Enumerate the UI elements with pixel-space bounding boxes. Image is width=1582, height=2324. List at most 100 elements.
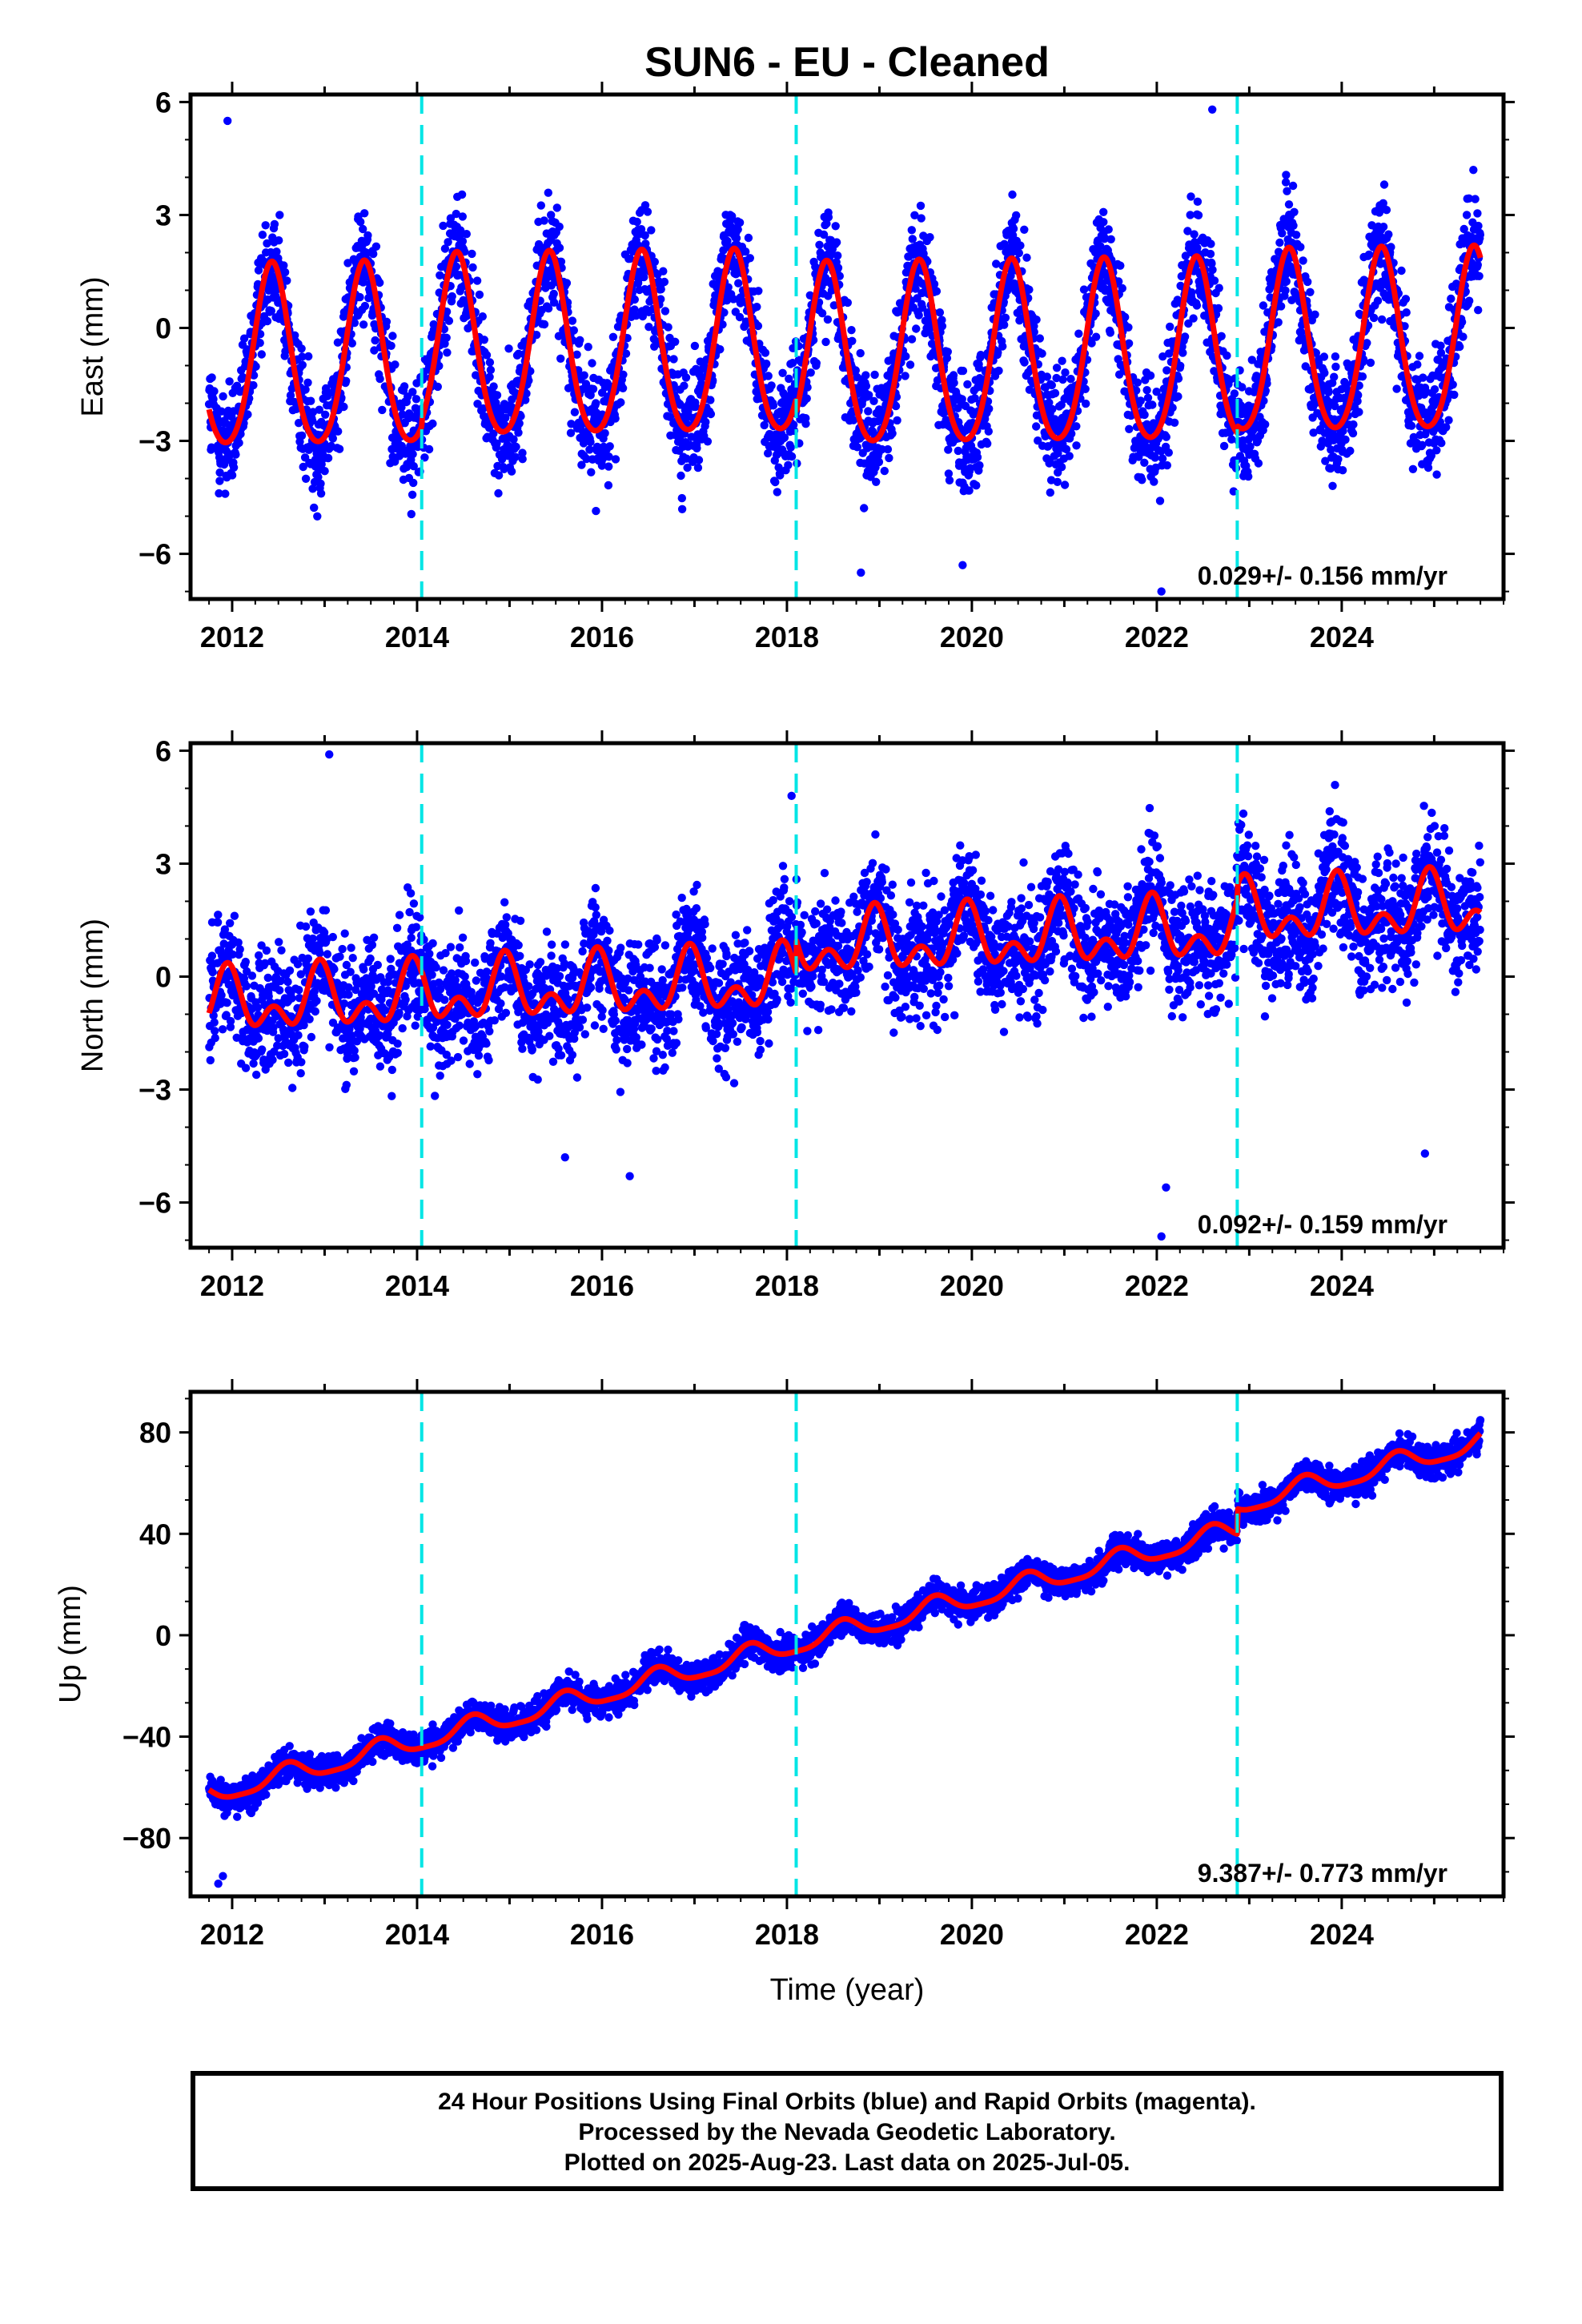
data-point [965, 486, 974, 495]
data-point [681, 373, 691, 382]
data-point [1022, 253, 1031, 262]
data-point [401, 995, 410, 1004]
data-point [1462, 211, 1472, 219]
data-point [370, 346, 379, 355]
data-point [452, 262, 461, 271]
data-point [1214, 304, 1223, 313]
data-point [386, 955, 395, 963]
data-point [1456, 342, 1464, 352]
data-point [1060, 480, 1070, 489]
data-point [972, 481, 981, 490]
data-point [774, 463, 783, 472]
data-point [817, 309, 827, 318]
data-point [958, 395, 966, 404]
data-point [231, 450, 240, 459]
data-point [764, 372, 773, 380]
data-point [1475, 271, 1484, 280]
data-point [910, 211, 919, 219]
data-point [786, 443, 795, 452]
data-point [1254, 459, 1263, 468]
data-point [297, 344, 306, 353]
data-point [409, 899, 419, 908]
data-point [512, 442, 520, 452]
data-point [556, 354, 565, 363]
data-point [597, 461, 607, 470]
data-point [1166, 322, 1174, 332]
data-point [1025, 285, 1034, 294]
data-point [1289, 221, 1298, 230]
data-point [475, 290, 484, 300]
data-point [632, 217, 641, 227]
data-point [213, 918, 223, 927]
data-point [1423, 463, 1433, 472]
data-point [1238, 383, 1247, 392]
data-point [261, 221, 270, 230]
data-point [555, 222, 564, 231]
data-point [1244, 472, 1253, 481]
data-point [1079, 285, 1089, 294]
data-point [321, 906, 331, 915]
data-point [690, 341, 700, 351]
data-point [443, 348, 452, 357]
data-point [367, 982, 375, 991]
data-point [1065, 452, 1074, 460]
data-point [1099, 207, 1108, 216]
data-point [650, 257, 659, 267]
data-point [369, 249, 378, 259]
data-point [540, 216, 548, 225]
data-point [1106, 235, 1115, 243]
data-point [932, 287, 942, 296]
data-point [242, 982, 251, 991]
data-point [210, 1018, 219, 1027]
data-point [735, 312, 745, 322]
outlier-point [223, 116, 232, 126]
data-point [458, 237, 468, 246]
data-point [754, 287, 763, 296]
data-point [1009, 224, 1018, 233]
data-point [382, 317, 391, 326]
data-point [1259, 301, 1268, 310]
data-point [1162, 460, 1172, 470]
data-point [509, 435, 518, 444]
data-point [569, 326, 578, 335]
data-point [373, 960, 382, 970]
data-point [436, 271, 444, 279]
data-point [1000, 320, 1009, 329]
data-point [314, 472, 323, 481]
data-point [671, 337, 680, 346]
data-point [914, 311, 923, 320]
data-point [448, 292, 456, 301]
data-point [643, 207, 652, 216]
data-point [316, 489, 326, 498]
data-point [456, 230, 465, 239]
data-point [1189, 314, 1198, 323]
data-point [347, 943, 355, 952]
data-point [359, 224, 367, 234]
data-point [1387, 243, 1395, 251]
data-point [1306, 287, 1315, 296]
data-point [1473, 209, 1482, 218]
data-point [1288, 181, 1298, 191]
data-point [1276, 302, 1286, 311]
data-point [912, 324, 921, 333]
data-point [1052, 364, 1062, 372]
data-point [1379, 180, 1389, 189]
data-point [218, 1025, 227, 1034]
data-point [387, 1065, 396, 1075]
data-point [515, 419, 524, 428]
data-point [630, 295, 639, 304]
data-point [299, 462, 307, 472]
data-point [1408, 464, 1418, 473]
data-point [360, 301, 370, 311]
data-point [243, 345, 252, 354]
data-point [706, 409, 716, 419]
data-point [706, 396, 715, 404]
data-point [694, 456, 704, 464]
data-point [555, 243, 564, 252]
data-point [288, 1084, 297, 1092]
data-point [344, 990, 353, 999]
data-point [294, 1031, 303, 1039]
data-point [588, 359, 596, 368]
data-point [604, 480, 613, 490]
outlier-point [857, 568, 865, 577]
